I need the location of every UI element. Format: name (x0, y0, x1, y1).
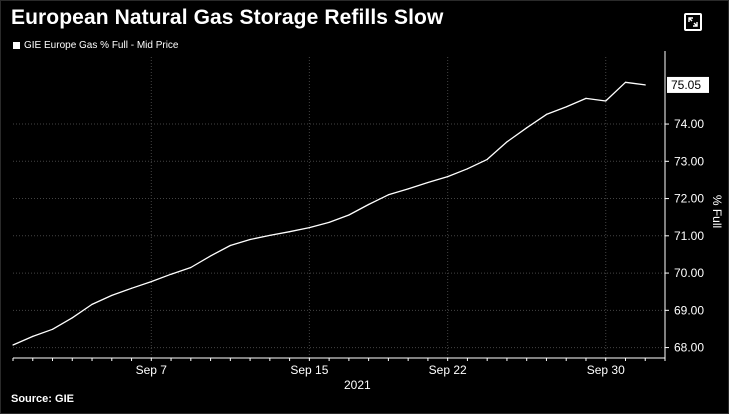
x-year-label: 2021 (344, 378, 371, 392)
data-point (71, 317, 73, 319)
data-point (565, 106, 567, 108)
data-point (526, 127, 528, 129)
data-point (427, 181, 429, 184)
data-point (466, 168, 469, 170)
data-point (506, 141, 508, 143)
data-point (209, 255, 212, 257)
chart-legend: GIE Europe Gas % Full - Mid Price (13, 40, 179, 51)
data-point (150, 281, 152, 283)
data-point (269, 234, 271, 237)
data-point (249, 238, 251, 241)
data-point (644, 84, 646, 86)
y-tick-label: 73.00 (674, 154, 704, 168)
last-value-box (667, 76, 709, 93)
y-tick-label: 68.00 (674, 341, 704, 355)
legend-label: GIE Europe Gas % Full - Mid Price (24, 40, 179, 51)
chart-title: European Natural Gas Storage Refills Slo… (11, 6, 444, 29)
data-point (12, 344, 14, 346)
data-point (486, 158, 488, 161)
data-point (308, 227, 310, 229)
x-tick-label: Sep 15 (290, 363, 328, 377)
data-point (605, 100, 607, 102)
data-point (545, 113, 548, 115)
data-point (289, 231, 291, 233)
y-axis-title: % Full (710, 195, 724, 228)
data-point (624, 81, 627, 83)
data-point (585, 97, 587, 99)
y-tick-label: 72.00 (674, 192, 704, 206)
data-point (170, 273, 172, 275)
last-value-label: 75.05 (671, 78, 701, 92)
y-tick-label: 69.00 (674, 303, 704, 317)
y-tick-label: 70.00 (674, 266, 704, 280)
data-point (328, 221, 330, 224)
data-point (111, 294, 113, 297)
x-tick-label: Sep 22 (429, 363, 467, 377)
data-point (51, 328, 54, 330)
data-point (229, 244, 231, 247)
data-point (190, 266, 192, 269)
x-tick-label: Sep 30 (587, 363, 625, 377)
data-point (32, 335, 34, 337)
legend-swatch (13, 42, 20, 49)
expand-button[interactable] (684, 13, 702, 31)
data-point (407, 188, 409, 190)
y-tick-label: 71.00 (674, 229, 704, 243)
data-point (387, 194, 389, 196)
expand-icon (688, 17, 698, 27)
data-point (348, 214, 350, 216)
data-point (130, 287, 133, 289)
y-tick-label: 74.00 (674, 117, 704, 131)
data-point (447, 175, 449, 178)
source-note: Source: GIE (11, 393, 74, 405)
series-line (12, 81, 646, 346)
data-point (368, 203, 370, 206)
x-tick-label: Sep 7 (136, 363, 168, 377)
data-point (91, 303, 93, 305)
